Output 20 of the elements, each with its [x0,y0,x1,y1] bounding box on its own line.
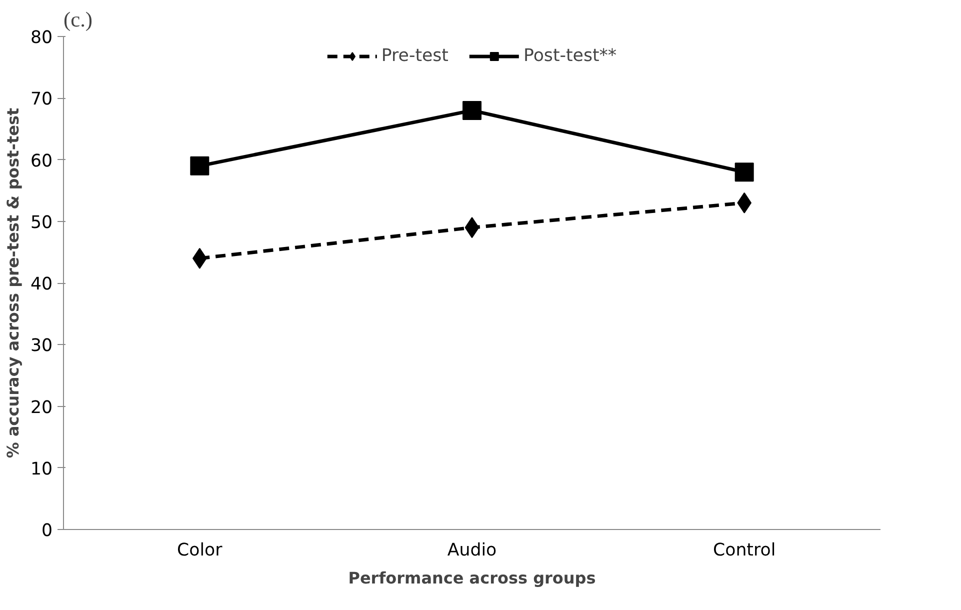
point [462,100,482,120]
y-tick-label: 30 [30,336,53,356]
y-tick-label: 80 [30,28,53,48]
x-axis-title: Performance across groups [348,568,596,588]
point [190,156,210,176]
legend-label: Pre-test [381,46,448,66]
y-tick-label: 50 [30,212,53,233]
point [734,162,754,182]
y-tick-label: 40 [30,274,53,294]
x-tick-label: Control [713,540,776,560]
y-tick-label: 70 [30,90,53,110]
y-tick-label: 60 [30,151,53,172]
y-tick-label: 20 [30,398,53,418]
x-tick-label: Color [177,540,224,560]
y-axis-title: % accuracy across pre-test & post-test [3,108,22,458]
y-tick-label: 10 [30,459,53,480]
legend-label: Post-test** [523,46,617,66]
x-tick-label: Audio [447,540,497,560]
chart-title: (c.) [64,8,93,32]
y-tick-label: 0 [41,521,53,541]
